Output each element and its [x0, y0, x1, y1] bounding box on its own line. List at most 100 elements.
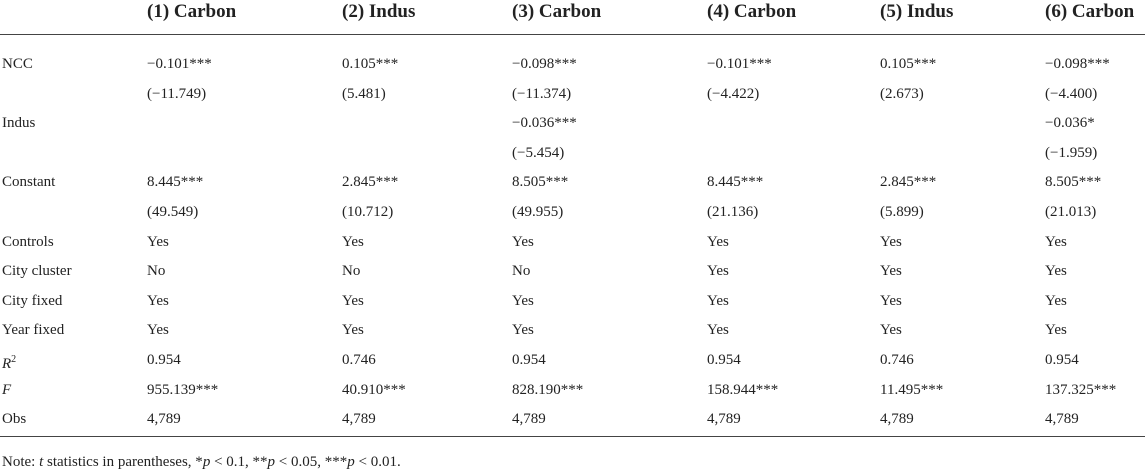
cell: 8.445***	[147, 174, 204, 191]
cell: Yes	[1045, 233, 1067, 250]
row-label: City fixed	[2, 291, 62, 311]
note-part: < 0.01.	[354, 454, 401, 470]
cell: 2.845***	[880, 174, 937, 191]
row-label: R2	[2, 350, 16, 374]
cell: −0.098***	[1045, 56, 1110, 72]
cell: (5.481)	[342, 85, 386, 102]
cell: −0.098***	[512, 56, 577, 72]
row-label-text: Obs	[2, 411, 27, 428]
cell: 2.845***	[342, 174, 399, 191]
cell: (−1.959)	[1045, 144, 1098, 161]
column-header: (3) Carbon	[512, 1, 602, 22]
cell: Yes	[1045, 322, 1067, 339]
cell: 8.505***	[1045, 174, 1102, 191]
cell: Yes	[707, 322, 729, 339]
cell: (10.712)	[342, 204, 394, 220]
row-label: Controls	[2, 232, 54, 252]
column-header: (4) Carbon	[707, 1, 797, 22]
cell: −0.101***	[147, 56, 212, 72]
cell: 0.746	[342, 352, 376, 368]
note-part: statistics in parentheses, *	[43, 454, 203, 470]
cell: 158.944***	[707, 381, 779, 398]
cell: Yes	[1045, 292, 1067, 309]
cell: Yes	[880, 292, 902, 309]
note-part: < 0.1, **	[210, 454, 268, 470]
cell: Yes	[707, 292, 729, 309]
cell: No	[147, 263, 166, 280]
cell: 0.954	[512, 352, 546, 368]
cell: 0.746	[880, 352, 914, 368]
cell: 4,789	[1045, 411, 1079, 428]
row-label: City cluster	[2, 261, 72, 281]
cell: −0.036*	[1045, 115, 1095, 132]
cell: 0.105***	[342, 56, 399, 72]
cell: −0.101***	[707, 56, 772, 72]
cell: 8.445***	[707, 174, 764, 191]
cell: Yes	[147, 233, 169, 250]
header-rule	[0, 34, 1145, 35]
cell: (2.673)	[880, 85, 924, 102]
cell: 0.954	[147, 352, 181, 368]
row-label-text: City cluster	[2, 263, 72, 280]
cell: Yes	[342, 292, 364, 309]
row-label: Year fixed	[2, 320, 64, 340]
note-part: t	[39, 454, 44, 470]
row-label-text: City fixed	[2, 292, 63, 309]
row-label: F	[2, 380, 11, 400]
row-label: Constant	[2, 172, 55, 192]
cell: 0.954	[1045, 352, 1079, 368]
note-part: < 0.05, ***	[275, 454, 348, 470]
bottom-rule	[0, 436, 1145, 437]
cell: Yes	[512, 292, 534, 309]
cell: 4,789	[707, 411, 741, 428]
note-part: p	[347, 454, 355, 470]
cell: (−4.422)	[707, 85, 760, 102]
column-header: (1) Carbon	[147, 1, 237, 22]
cell: (−11.749)	[147, 85, 207, 102]
cell: 4,789	[512, 411, 546, 428]
cell: 11.495***	[880, 381, 944, 398]
row-label: NCC	[2, 54, 33, 74]
cell: 0.954	[707, 352, 741, 368]
cell: Yes	[512, 233, 534, 250]
row-label-text: F	[2, 381, 12, 398]
cell: (−11.374)	[512, 85, 572, 102]
cell: Yes	[880, 322, 902, 339]
cell: Yes	[707, 233, 729, 250]
cell: (21.136)	[707, 204, 759, 220]
row-label-text: Constant	[2, 174, 56, 191]
column-header: (2) Indus	[342, 1, 416, 22]
row-label: Obs	[2, 409, 26, 429]
cell: 955.139***	[147, 381, 219, 398]
cell: Yes	[342, 322, 364, 339]
note-part: Note:	[2, 454, 40, 470]
cell: (5.899)	[880, 204, 924, 220]
row-label-sup: 2	[11, 354, 17, 365]
cell: Yes	[342, 233, 364, 250]
cell: 8.505***	[512, 174, 569, 191]
row-label: Indus	[2, 113, 35, 133]
cell: Yes	[512, 322, 534, 339]
cell: 4,789	[342, 411, 376, 428]
cell: 137.325***	[1045, 381, 1117, 398]
column-header: (6) Carbon	[1045, 1, 1135, 22]
cell: Yes	[147, 292, 169, 309]
cell: Yes	[880, 263, 902, 280]
cell: Yes	[707, 263, 729, 280]
row-label-text: R	[2, 356, 12, 372]
cell: (21.013)	[1045, 204, 1097, 220]
column-header: (5) Indus	[880, 1, 954, 22]
row-label-text: Indus	[2, 115, 36, 132]
cell: Yes	[147, 322, 169, 339]
cell: 40.910***	[342, 381, 406, 398]
cell: −0.036***	[512, 115, 577, 132]
row-label-text: Year fixed	[2, 322, 65, 339]
note: Note: t statistics in parentheses, * p < …	[2, 452, 401, 472]
cell: (−5.454)	[512, 144, 565, 161]
cell: No	[342, 263, 361, 280]
cell: 0.105***	[880, 56, 937, 72]
cell: 828.190***	[512, 381, 584, 398]
cell: (49.549)	[147, 204, 199, 220]
cell: Yes	[880, 233, 902, 250]
